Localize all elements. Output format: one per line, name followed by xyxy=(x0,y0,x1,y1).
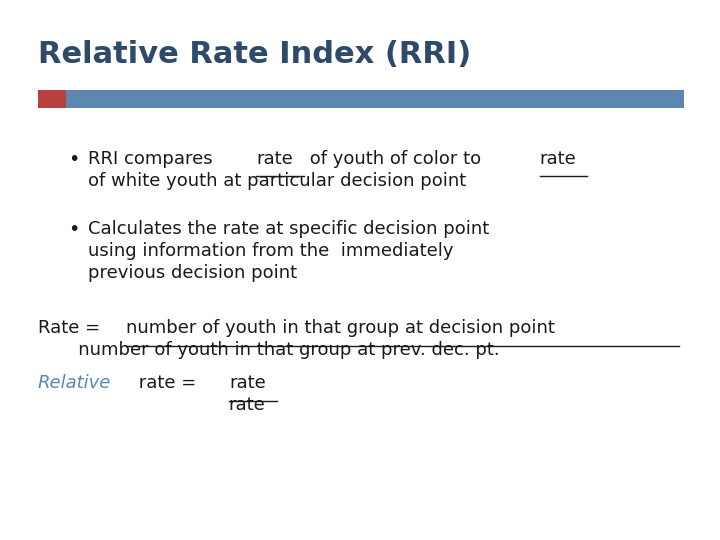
Bar xyxy=(66,90,684,108)
Text: number of youth in that group at prev. dec. pt.: number of youth in that group at prev. d… xyxy=(38,341,500,360)
Text: of white youth at particular decision point: of white youth at particular decision po… xyxy=(88,172,467,190)
Text: Rate =: Rate = xyxy=(38,319,106,338)
Text: using information from the  immediately: using information from the immediately xyxy=(88,242,454,260)
Text: rate =: rate = xyxy=(132,374,207,393)
Text: rate: rate xyxy=(539,150,577,168)
Text: number of youth in that group at decision point: number of youth in that group at decisio… xyxy=(125,319,554,338)
Bar xyxy=(38,90,66,108)
Text: •: • xyxy=(68,150,79,169)
Text: rate: rate xyxy=(229,374,266,393)
Text: Calculates the rate at specific decision point: Calculates the rate at specific decision… xyxy=(88,220,490,238)
Text: Relative: Relative xyxy=(38,374,112,393)
Text: of youth of color to: of youth of color to xyxy=(304,150,487,168)
Text: previous decision point: previous decision point xyxy=(88,265,297,282)
Text: rate: rate xyxy=(229,396,266,414)
Text: Relative Rate Index (RRI): Relative Rate Index (RRI) xyxy=(38,40,472,69)
Text: rate: rate xyxy=(256,150,293,168)
Text: •: • xyxy=(68,220,79,239)
Text: RRI compares: RRI compares xyxy=(88,150,218,168)
